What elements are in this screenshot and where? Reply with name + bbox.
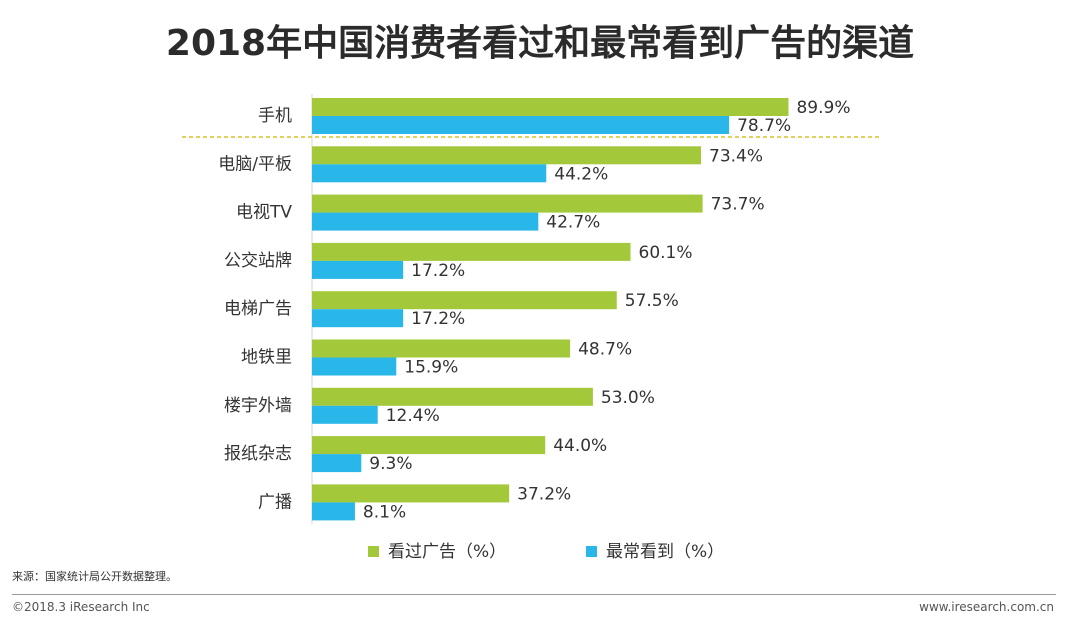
value-label: 73.4% xyxy=(709,146,763,166)
category-label: 电梯广告 xyxy=(224,299,292,319)
value-label: 8.1% xyxy=(363,502,406,522)
copyright-text: ©2018.3 iResearch Inc xyxy=(12,600,150,614)
value-label: 17.2% xyxy=(411,309,465,329)
value-label: 42.7% xyxy=(546,213,600,233)
bar-seen xyxy=(312,436,546,455)
category-label: 手机 xyxy=(258,106,292,126)
value-label: 9.3% xyxy=(369,454,412,474)
category-label: 电脑/平板 xyxy=(218,154,292,174)
bar-most-seen xyxy=(312,357,397,376)
bar-most-seen xyxy=(312,502,355,521)
category-label: 广播 xyxy=(258,492,292,512)
chart-title: 2018年中国消费者看过和最常看到广告的渠道 xyxy=(165,23,915,64)
bars-layer: 手机 89.9%78.7% 电脑/平板 73.4% 44.2% 电视TV 73.7% 42.7… xyxy=(182,94,880,525)
bar-seen xyxy=(312,242,631,261)
value-label: 44.2% xyxy=(554,164,608,184)
legend: 看过广告（%） 最常看到（%） xyxy=(368,542,724,562)
category-label: 电视TV xyxy=(236,203,292,223)
bar-most-seen xyxy=(312,454,362,473)
value-label: 12.4% xyxy=(386,406,440,426)
legend-label: 最常看到（%） xyxy=(606,542,724,562)
legend-label: 看过广告（%） xyxy=(388,542,506,562)
value-label: 44.0% xyxy=(553,436,607,456)
value-label: 73.7% xyxy=(711,195,765,215)
value-label: 89.9% xyxy=(796,98,850,118)
value-label: 78.7% xyxy=(737,116,791,136)
bar-seen xyxy=(312,146,702,165)
value-label: 15.9% xyxy=(404,358,458,378)
bar-seen xyxy=(312,484,510,503)
category-label: 楼宇外墙 xyxy=(224,396,292,416)
bar-seen xyxy=(312,194,703,213)
value-label: 57.5% xyxy=(625,291,679,311)
website-link[interactable]: www.iresearch.com.cn xyxy=(919,600,1054,614)
bar-seen xyxy=(312,291,617,310)
value-label: 48.7% xyxy=(578,340,632,360)
value-label: 37.2% xyxy=(517,484,571,504)
legend-swatch-seen xyxy=(368,546,379,557)
bar-most-seen xyxy=(312,309,404,328)
value-label: 60.1% xyxy=(639,243,693,263)
bar-most-seen xyxy=(312,212,539,231)
category-label: 地铁里 xyxy=(241,348,292,368)
category-label: 公交站牌 xyxy=(224,251,292,271)
bar-most-seen xyxy=(312,164,547,183)
bar-seen xyxy=(312,387,593,406)
source-note: 来源：国家统计局公开数据整理。 xyxy=(12,570,177,583)
legend-swatch-most-seen xyxy=(586,546,597,557)
value-label: 17.2% xyxy=(411,261,465,281)
bar-seen xyxy=(312,98,789,116)
bar-most-seen xyxy=(312,405,378,424)
bar-most-seen xyxy=(312,260,404,279)
category-label: 报纸杂志 xyxy=(224,444,292,464)
bar-most-seen xyxy=(312,116,730,134)
bar-seen xyxy=(312,339,571,358)
footer-divider xyxy=(12,594,1056,595)
value-label: 53.0% xyxy=(601,388,655,408)
